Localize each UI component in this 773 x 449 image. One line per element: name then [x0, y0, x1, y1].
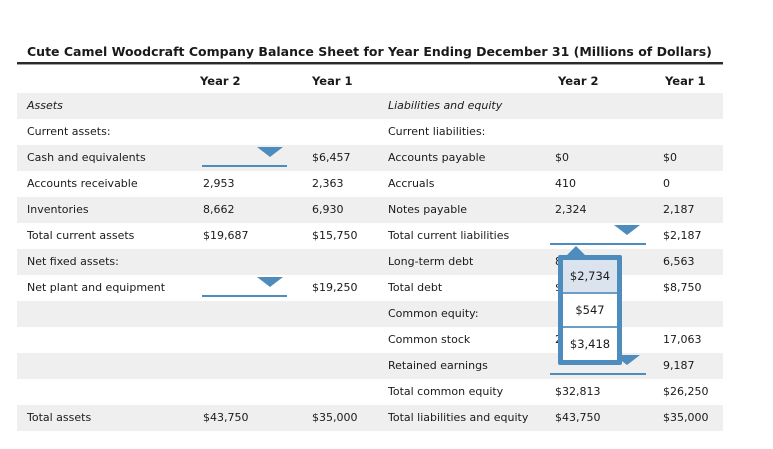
chevron-down-icon: [614, 355, 640, 365]
dropdown-options-popup: $2,734 $547 $3,418: [558, 255, 622, 365]
row-label: Total current assets: [27, 229, 135, 242]
popup-anchor-arrow-icon: [565, 246, 587, 257]
cell-year1: $35,000: [663, 411, 709, 424]
row-label: Inventories: [27, 203, 89, 216]
row-label: Net plant and equipment: [27, 281, 166, 294]
row-label: Cash and equivalents: [27, 151, 146, 164]
chevron-down-icon: [614, 225, 640, 235]
col-header-right-year2: Year 2: [558, 74, 599, 88]
chevron-down-icon: [257, 277, 283, 287]
row-label: Total liabilities and equity: [388, 411, 529, 424]
row-net-plant-total-debt: Net plant and equipment $19,250 Total de…: [17, 275, 723, 301]
group-label-net-fixed-assets: Net fixed assets:: [27, 255, 119, 268]
cell-year2: 410: [555, 177, 576, 190]
col-header-right-year1: Year 1: [665, 74, 706, 88]
row-label: Accruals: [388, 177, 435, 190]
row-label: Accounts receivable: [27, 177, 138, 190]
row-label: Long-term debt: [388, 255, 474, 268]
column-headers: Year 2 Year 1 Year 2 Year 1: [17, 70, 723, 93]
row-label: Total assets: [27, 411, 92, 424]
row-label: Common stock: [388, 333, 471, 346]
cell-year2: $43,750: [203, 411, 249, 424]
page-title: Cute Camel Woodcraft Company Balance She…: [27, 44, 712, 59]
dropdown-option-selected[interactable]: $2,734: [563, 260, 617, 294]
cell-year2: 8,662: [203, 203, 235, 216]
cell-year1: 2,187: [663, 203, 695, 216]
retained-earnings-year2-dropdown[interactable]: [550, 355, 646, 375]
cell-year1: $26,250: [663, 385, 709, 398]
group-label-common-equity: Common equity:: [388, 307, 479, 320]
cell-year1: 6,930: [312, 203, 344, 216]
cell-year1: $0: [663, 151, 677, 164]
cell-year2: 2,953: [203, 177, 235, 190]
row-receivable-accruals: Accounts receivable 2,953 2,363 Accruals…: [17, 171, 723, 197]
cell-year1: 9,187: [663, 359, 695, 372]
row-label: Total common equity: [388, 385, 504, 398]
cell-year1: 6,563: [663, 255, 695, 268]
table-body: Assets Liabilities and equity Current as…: [17, 93, 723, 431]
col-header-left-year2: Year 2: [200, 74, 241, 88]
total-current-liabilities-year2-dropdown[interactable]: [550, 225, 646, 245]
cell-year1: $2,187: [663, 229, 702, 242]
cell-year1: $15,750: [312, 229, 358, 242]
row-totals: Total assets $43,750 $35,000 Total liabi…: [17, 405, 723, 431]
cell-year1: 17,063: [663, 333, 702, 346]
row-total-current: Total current assets $19,687 $15,750 Tot…: [17, 223, 723, 249]
row-label: Accounts payable: [388, 151, 486, 164]
dropdown-option[interactable]: $547: [563, 294, 617, 328]
cell-year2: $19,687: [203, 229, 249, 242]
group-label-current-assets: Current assets:: [27, 125, 111, 138]
cell-year1: 2,363: [312, 177, 344, 190]
row-inventories-notes-payable: Inventories 8,662 6,930 Notes payable 2,…: [17, 197, 723, 223]
cell-year2: 2,324: [555, 203, 587, 216]
row-current-headers: Current assets: Current liabilities:: [17, 119, 723, 145]
title-divider: [17, 62, 723, 65]
net-plant-equipment-year2-dropdown[interactable]: [202, 277, 287, 297]
cell-year1: $19,250: [312, 281, 358, 294]
dropdown-option[interactable]: $3,418: [563, 328, 617, 360]
row-label: Total debt: [388, 281, 443, 294]
row-label: Notes payable: [388, 203, 468, 216]
cell-year1: $35,000: [312, 411, 358, 424]
cell-year1: $6,457: [312, 151, 351, 164]
cash-equivalents-year2-dropdown[interactable]: [202, 147, 287, 167]
cell-year1: $8,750: [663, 281, 702, 294]
row-total-common-equity: Total common equity $32,813 $26,250: [17, 379, 723, 405]
col-header-left-year1: Year 1: [312, 74, 353, 88]
cell-year2: $0: [555, 151, 569, 164]
row-label: Retained earnings: [388, 359, 488, 372]
group-label-current-liabilities: Current liabilities:: [388, 125, 486, 138]
cell-year2: $32,813: [555, 385, 601, 398]
row-section-assets: Assets Liabilities and equity: [17, 93, 723, 119]
cell-year2: $43,750: [555, 411, 601, 424]
row-label: Total current liabilities: [388, 229, 510, 242]
section-label-liabilities-equity: Liabilities and equity: [388, 99, 503, 112]
chevron-down-icon: [257, 147, 283, 157]
cell-year1: 0: [663, 177, 670, 190]
row-cash-accounts-payable: Cash and equivalents $6,457 Accounts pay…: [17, 145, 723, 171]
section-label-assets: Assets: [27, 99, 63, 112]
